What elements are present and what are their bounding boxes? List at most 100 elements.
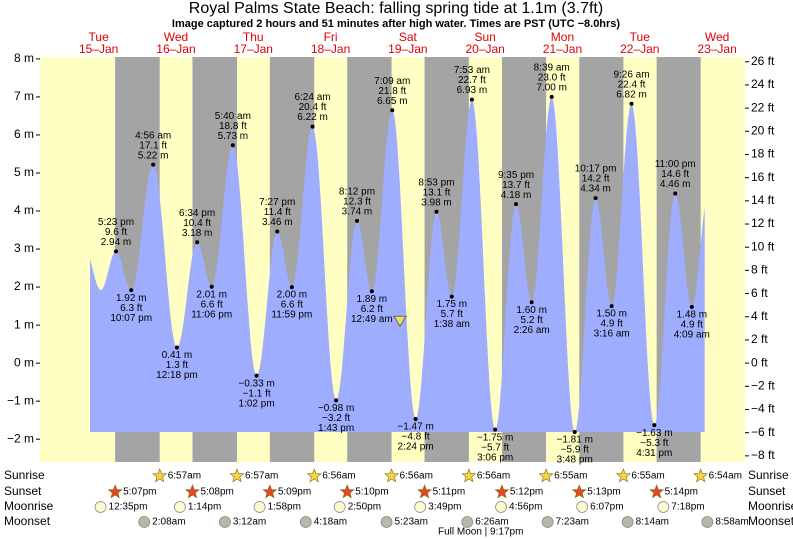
sunset-time: 5:13pm <box>587 487 620 498</box>
moonrise-icon <box>94 501 107 513</box>
tide-m: 3.18 m <box>182 228 213 239</box>
tide-time: 3:06 pm <box>477 452 513 463</box>
tide-point <box>549 94 554 99</box>
day-name: Fri <box>324 30 338 44</box>
moonrise-icon <box>253 501 266 513</box>
tide-ft: 10.4 ft <box>183 218 211 229</box>
sunrise-time: 6:55am <box>631 471 664 482</box>
row-label: Moonset <box>4 514 51 528</box>
sun-icon <box>417 484 433 499</box>
moonset-time: 5:23am <box>395 517 428 528</box>
moonrise-time: 12:35pm <box>109 502 148 513</box>
tide-time: 6:24 am <box>294 92 330 103</box>
tide-ft: −5.9 ft <box>561 445 589 456</box>
row-label: Sunset <box>748 484 786 498</box>
y2-tick-label: 16 ft <box>751 170 775 184</box>
tide-ft: 4.9 ft <box>681 319 703 330</box>
tide-ft: 6.6 ft <box>281 300 303 311</box>
chart-title: Royal Palms State Beach: falling spring … <box>189 0 603 17</box>
moonset-icon <box>541 516 554 528</box>
y2-tick-label: 2 ft <box>751 332 768 346</box>
tide-m: 3.98 m <box>421 197 452 208</box>
y2-tick-label: 4 ft <box>751 309 768 323</box>
y2-tick-label: 10 ft <box>751 239 775 253</box>
tide-point <box>469 97 474 102</box>
tide-point <box>629 101 634 106</box>
y2-tick-label: −4 ft <box>751 402 775 416</box>
tide-m: −1.81 m <box>557 435 593 446</box>
day-date: 20–Jan <box>465 42 504 56</box>
tide-point <box>275 229 280 234</box>
day-date: 18–Jan <box>311 42 350 56</box>
sun-icon <box>461 468 477 483</box>
moonset-time: 6:26am <box>475 517 508 528</box>
sun-icon <box>306 468 322 483</box>
y2-tick-label: 26 ft <box>751 54 775 68</box>
tide-time: 3:16 am <box>594 329 630 340</box>
moonset-time: 2:08am <box>152 517 185 528</box>
tide-time: 1:43 pm <box>318 423 354 434</box>
y-tick-label: 6 m <box>14 127 34 141</box>
tide-time: 9:26 am <box>613 69 649 80</box>
moonrise-icon <box>495 501 507 513</box>
sunrise-time: 6:57am <box>168 471 201 482</box>
y2-tick-label: 24 ft <box>751 77 775 91</box>
y2-tick-label: −8 ft <box>751 448 775 462</box>
day-date: 16–Jan <box>156 42 195 56</box>
tide-ft: 4.9 ft <box>601 319 623 330</box>
day-name: Sat <box>399 30 418 44</box>
tide-ft: 21.8 ft <box>378 86 406 97</box>
tide-m: 6.65 m <box>377 96 408 107</box>
sunrise-time: 6:55am <box>554 471 587 482</box>
moonrise-time: 4:56pm <box>509 502 542 513</box>
y2-tick-label: −6 ft <box>751 425 775 439</box>
tide-time: 7:09 am <box>374 76 410 87</box>
tide-ft: 23.0 ft <box>538 73 566 84</box>
tide-time: 10:17 pm <box>575 164 617 175</box>
day-name: Mon <box>551 30 574 44</box>
tide-time: 8:12 pm <box>339 187 375 198</box>
sun-icon <box>339 484 355 499</box>
moonrise-icon <box>174 501 186 513</box>
moonrise-icon <box>414 501 427 513</box>
tide-ft: −5.3 ft <box>640 438 668 449</box>
sunset-time: 5:10pm <box>355 487 388 498</box>
moonset-time: 8:58am <box>715 517 748 528</box>
tide-m: 5.73 m <box>218 131 249 142</box>
tide-point <box>652 423 657 428</box>
tide-point <box>514 202 519 207</box>
tide-time: 11:59 pm <box>271 310 312 321</box>
y-tick-label: 8 m <box>14 51 34 65</box>
y-tick-label: 7 m <box>14 89 34 103</box>
tide-time: 12:49 am <box>351 314 393 325</box>
tide-point <box>334 398 339 403</box>
tide-ft: 14.6 ft <box>661 169 689 180</box>
y2-tick-label: 14 ft <box>751 193 775 207</box>
tide-point <box>354 218 359 223</box>
tide-time: 4:56 am <box>135 130 171 141</box>
row-label: Sunset <box>4 484 42 498</box>
day-date: 19–Jan <box>388 42 427 56</box>
row-label: Sunrise <box>4 468 45 482</box>
tide-point <box>689 304 694 309</box>
moonset-icon <box>138 516 151 528</box>
sun-icon <box>384 468 400 483</box>
tide-point <box>254 373 259 378</box>
tide-point <box>449 294 454 299</box>
tide-point <box>572 429 577 434</box>
tide-time: 7:27 pm <box>259 197 295 208</box>
tide-ft: 11.4 ft <box>264 207 291 218</box>
sunset-time: 5:09pm <box>278 487 311 498</box>
moonrise-time: 6:07pm <box>590 502 623 513</box>
sun-icon <box>262 484 278 499</box>
y-tick-label: 3 m <box>14 241 34 255</box>
tide-m: 1.48 m <box>677 309 708 320</box>
y-tick-label: 5 m <box>14 165 34 179</box>
day-name: Wed <box>705 30 729 44</box>
tide-point <box>369 289 374 294</box>
tide-time: 3:48 pm <box>557 455 593 466</box>
day-date: 21–Jan <box>543 42 582 56</box>
day-date: 15–Jan <box>79 42 118 56</box>
sun-icon <box>107 484 123 499</box>
current-marker <box>393 315 407 328</box>
